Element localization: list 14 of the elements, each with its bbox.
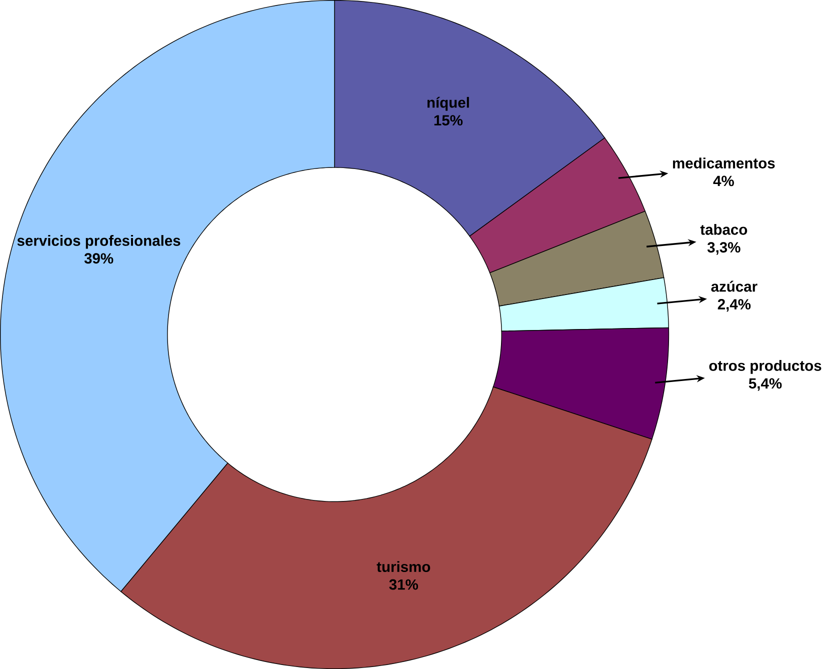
data-label: 3,3% (707, 242, 740, 255)
slice-label: tabaco (700, 224, 748, 235)
slice-label: otros productos (709, 360, 822, 374)
data-label: 5,4% (748, 378, 782, 391)
data-label: 4% (713, 176, 734, 186)
data-label: 15% (434, 115, 463, 126)
slice-label: medicamentos (672, 158, 775, 168)
slice-label: azúcar (711, 280, 758, 292)
data-label: 31% (389, 579, 418, 590)
slice-label: turismo (376, 561, 430, 572)
slice-label: níquel (427, 96, 469, 111)
data-label: 39% (84, 253, 114, 264)
data-label: 2,4% (718, 299, 751, 312)
slice-label: servicios profesionales (17, 235, 180, 249)
